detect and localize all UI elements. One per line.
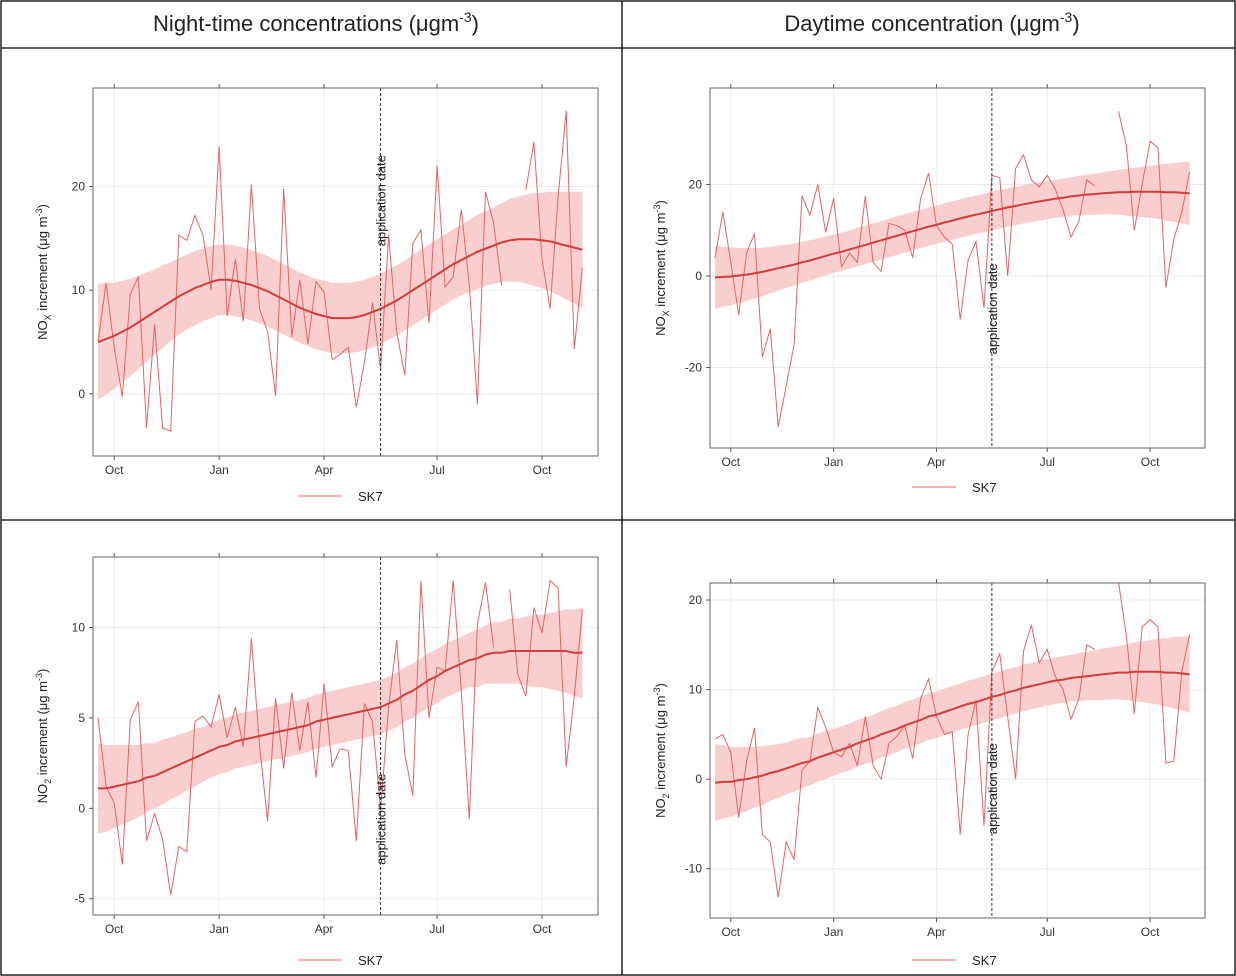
x-tick-label: Jul <box>429 922 444 936</box>
x-tick-label: Jan <box>209 922 228 936</box>
plot-frame <box>92 556 599 916</box>
y-tick-label: 20 <box>689 178 703 192</box>
fit-line <box>714 190 1190 279</box>
series-line <box>714 111 1191 428</box>
x-tick-label: Apr <box>927 925 946 939</box>
y-axis-label-part: X <box>43 314 53 320</box>
y-tick-label: 0 <box>695 269 702 283</box>
annotation-label: application date <box>374 774 389 865</box>
y-axis-label-part: -3 <box>652 688 662 696</box>
y-axis-label-part: NO <box>653 316 668 336</box>
y-tick-label: 20 <box>72 179 86 193</box>
header-text: Night-time concentrations (μgm <box>153 11 459 36</box>
y-axis-label-part: ) <box>35 204 50 208</box>
fit-line <box>97 238 583 343</box>
column-header: Daytime concentration (μgm-3) <box>784 9 1079 36</box>
x-tick-label: Oct <box>721 455 740 469</box>
y-axis-label-part: ) <box>653 683 668 687</box>
column-header: Night-time concentrations (μgm-3) <box>153 9 479 36</box>
y-axis-label-part: 2 <box>43 779 53 784</box>
y-tick-label: 0 <box>78 801 85 815</box>
x-tick-label: Apr <box>927 455 946 469</box>
header-text: ) <box>1072 11 1079 36</box>
y-tick-label: 20 <box>689 593 703 607</box>
y-axis-label-part: ) <box>653 200 668 204</box>
y-axis-label-part: increment (μg m <box>653 696 668 794</box>
y-axis-label-part: NO <box>35 320 50 340</box>
legend-label: SK7 <box>358 953 383 968</box>
y-axis-label-part: X <box>661 310 671 316</box>
x-tick-label: Oct <box>721 925 740 939</box>
x-tick-label: Jan <box>824 925 843 939</box>
x-tick-label: Jan <box>824 455 843 469</box>
y-axis-label-part: NO <box>653 798 668 818</box>
plot-frame <box>709 582 1206 919</box>
chart: -10 0 10 20 Oct Jan Apr Jul Oct application date N… <box>652 579 1206 968</box>
y-axis-label: NO2 increment (μg m-3) <box>34 669 53 804</box>
annotation-label: application date <box>374 155 389 246</box>
x-tick-label: Jul <box>1040 925 1055 939</box>
y-axis-label-part: increment (μg m <box>35 217 50 315</box>
y-axis-label-part: increment (μg m <box>35 681 50 779</box>
fit-line <box>714 670 1190 784</box>
legend-label: SK7 <box>972 480 997 495</box>
confidence-band <box>98 191 583 400</box>
chart: 0 10 20 Oct Jan Apr Jul Oct application date NOX … <box>34 84 599 504</box>
fit-line <box>98 650 583 790</box>
plot-frame <box>709 87 1206 449</box>
y-axis-label-part: -3 <box>34 209 44 217</box>
confidence-band <box>715 161 1190 309</box>
y-tick-label: -20 <box>685 360 703 374</box>
header-text: ) <box>472 11 479 36</box>
y-axis-label: NOX increment (μg m-3) <box>34 204 53 340</box>
x-tick-label: Oct <box>1141 455 1160 469</box>
chart: -5 0 5 10 Oct Jan Apr Jul Oct application date NO2… <box>34 553 599 968</box>
y-tick-label: 10 <box>72 283 86 297</box>
y-tick-label: 0 <box>78 387 85 401</box>
header-sup: -3 <box>459 9 472 25</box>
series-line <box>97 110 583 432</box>
y-tick-label: -5 <box>74 892 85 906</box>
plot-frame <box>92 87 599 457</box>
annotation-label: application date <box>985 263 1000 354</box>
x-tick-label: Oct <box>533 922 552 936</box>
y-tick-label: -10 <box>685 862 703 876</box>
y-axis-label-part: 2 <box>661 793 671 798</box>
y-axis-label-part: ) <box>35 669 50 673</box>
y-tick-label: 10 <box>72 621 86 635</box>
x-tick-label: Oct <box>105 922 124 936</box>
y-tick-label: 0 <box>695 772 702 786</box>
y-axis-label-part: -3 <box>34 673 44 681</box>
x-tick-label: Jul <box>1040 455 1055 469</box>
series-line <box>97 579 583 896</box>
y-tick-label: 5 <box>78 711 85 725</box>
chart: -20 0 20 Oct Jan Apr Jul Oct application date NOX… <box>652 84 1206 495</box>
x-tick-label: Oct <box>1141 925 1160 939</box>
header-sup: -3 <box>1060 9 1073 25</box>
y-axis-label-part: NO <box>35 784 50 804</box>
y-tick-label: 10 <box>689 683 703 697</box>
x-tick-label: Apr <box>315 463 334 477</box>
x-tick-label: Oct <box>105 463 124 477</box>
legend-label: SK7 <box>972 953 997 968</box>
x-tick-label: Oct <box>533 463 552 477</box>
x-tick-label: Apr <box>315 922 334 936</box>
confidence-band <box>715 635 1190 822</box>
y-axis-label-part: increment (μg m <box>653 213 668 311</box>
annotation-label: application date <box>985 743 1000 834</box>
y-axis-label-part: -3 <box>652 205 662 213</box>
x-tick-label: Jul <box>429 463 444 477</box>
x-tick-label: Jan <box>209 463 228 477</box>
header-text: Daytime concentration (μgm <box>784 11 1060 36</box>
legend-label: SK7 <box>358 489 383 504</box>
y-axis-label: NO2 increment (μg m-3) <box>652 683 671 818</box>
y-axis-label: NOX increment (μg m-3) <box>652 200 671 336</box>
